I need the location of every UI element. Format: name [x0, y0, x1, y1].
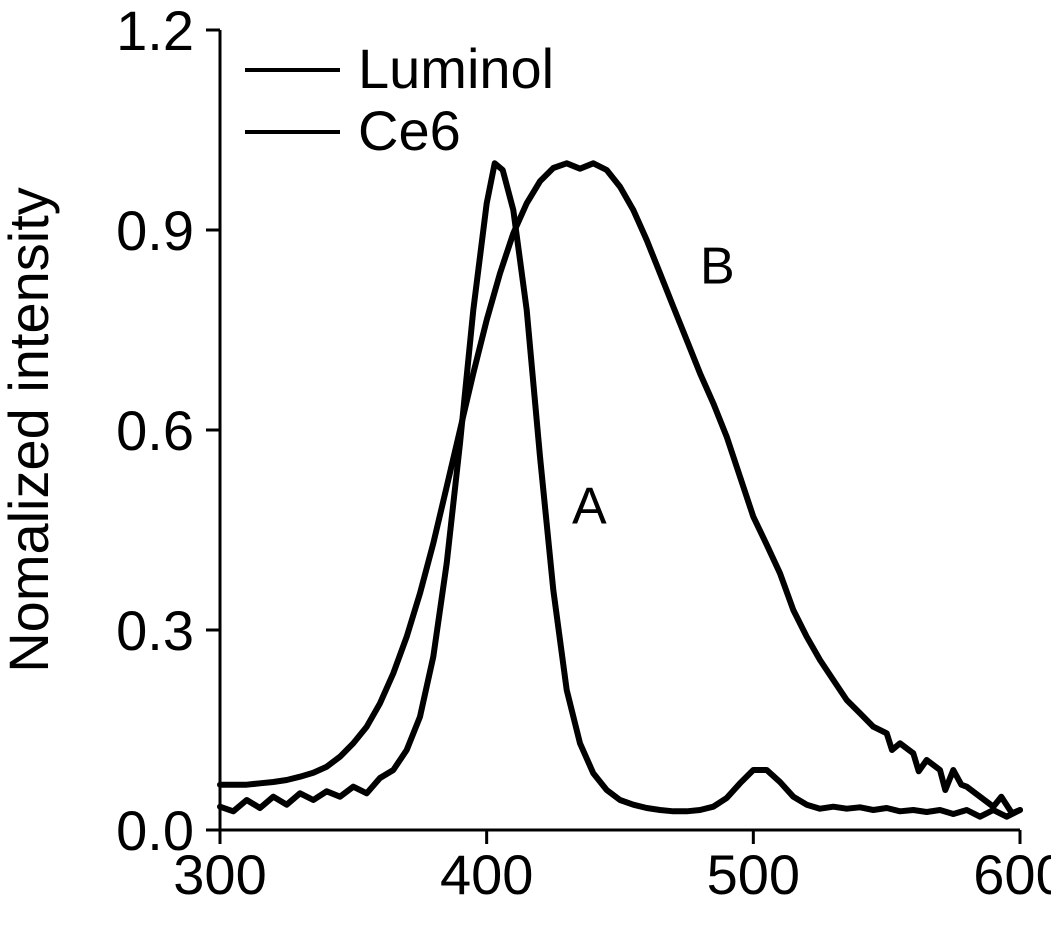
y-axis-label: Nomalized intensity — [0, 187, 60, 673]
y-tick-label: 0.9 — [116, 199, 194, 262]
series-label-A: A — [572, 477, 607, 535]
y-tick-label: 0.6 — [116, 399, 194, 462]
legend-label: Ce6 — [358, 99, 461, 162]
y-tick-label: 0.0 — [116, 799, 194, 862]
x-tick-label: 400 — [440, 843, 533, 906]
y-tick-label: 0.3 — [116, 599, 194, 662]
series-label-B: B — [700, 237, 735, 295]
chart-svg: 3004005006000.00.30.60.91.2Nomalized int… — [0, 0, 1051, 927]
chart-background — [0, 0, 1051, 927]
legend-label: Luminol — [358, 37, 554, 100]
x-tick-label: 500 — [707, 843, 800, 906]
x-tick-label: 600 — [973, 843, 1051, 906]
spectra-chart: 3004005006000.00.30.60.91.2Nomalized int… — [0, 0, 1051, 927]
y-tick-label: 1.2 — [116, 0, 194, 62]
